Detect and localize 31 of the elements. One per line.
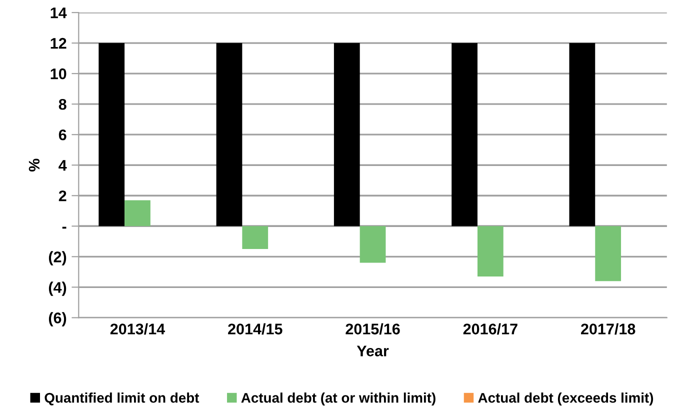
y-axis-title: % xyxy=(28,158,40,172)
y-tick-label: 6 xyxy=(58,129,66,140)
y-tick-label: (4) xyxy=(48,282,66,296)
bar xyxy=(124,200,150,226)
x-axis-title: Year xyxy=(356,346,389,356)
y-tick-label: 10 xyxy=(50,68,66,80)
x-tick-label: 2016/17 xyxy=(463,323,518,335)
bar xyxy=(334,43,360,226)
y-tick-label: (2) xyxy=(48,251,66,266)
bar xyxy=(242,226,268,250)
bar xyxy=(452,43,478,226)
legend-label: Actual debt (exceeds limit) xyxy=(478,392,654,406)
y-tick-label: 8 xyxy=(58,98,66,110)
x-tick-label: 2015/16 xyxy=(346,323,400,335)
bar xyxy=(216,43,242,226)
x-tick-label: 2017/18 xyxy=(580,323,636,335)
y-tick-label: - xyxy=(62,226,66,229)
bar xyxy=(98,43,125,226)
x-tick-label: 2014/15 xyxy=(228,323,282,335)
y-tick-label: 12 xyxy=(50,38,66,49)
y-tick-label: (6) xyxy=(48,312,66,326)
bar xyxy=(477,226,504,276)
y-tick-label: 4 xyxy=(58,160,67,171)
bar xyxy=(595,226,622,282)
x-tick-label: 2013/14 xyxy=(110,323,166,335)
legend-label: Quantified limit on debt xyxy=(44,392,200,406)
bar xyxy=(569,43,596,226)
bar xyxy=(360,226,386,263)
y-tick-label: 14 xyxy=(50,8,67,18)
legend-label: Actual debt (at or within limit) xyxy=(241,392,436,406)
y-tick-label: 2 xyxy=(58,190,66,202)
